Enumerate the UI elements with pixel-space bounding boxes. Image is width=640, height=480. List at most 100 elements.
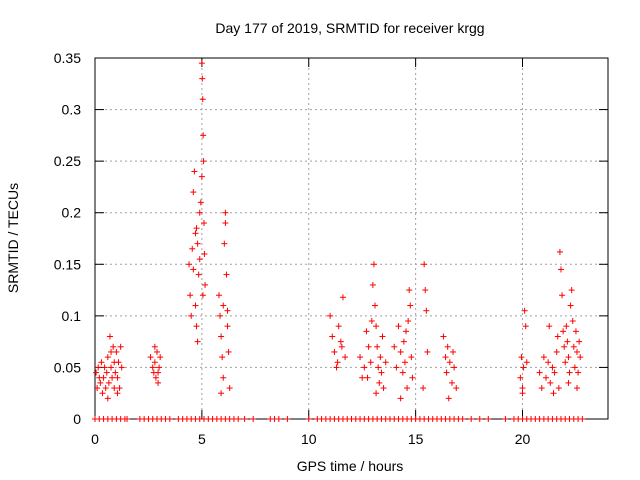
data-point — [191, 168, 198, 175]
data-point — [556, 248, 563, 255]
data-point — [235, 416, 242, 422]
data-point — [199, 96, 206, 103]
data-point — [113, 348, 120, 355]
data-point — [404, 385, 411, 392]
data-point — [329, 333, 336, 340]
data-point — [223, 271, 230, 278]
data-point — [217, 312, 224, 319]
data-point — [397, 348, 404, 355]
data-point — [118, 364, 125, 371]
axis-tick-labels: 0 0.05 0.1 0.15 0.2 0.25 0.3 0.35 0 5 10 15 20 — [54, 50, 531, 447]
data-point — [559, 292, 566, 299]
data-point — [250, 416, 257, 422]
data-point — [190, 266, 197, 273]
data-point — [222, 220, 229, 227]
data-point — [124, 416, 131, 422]
data-point — [560, 328, 567, 335]
data-point — [111, 359, 118, 366]
data-point — [339, 294, 346, 301]
data-point — [200, 158, 207, 165]
data-point — [193, 225, 200, 232]
data-point — [97, 379, 104, 386]
data-point — [106, 333, 113, 340]
y-tick-label: 0 — [73, 411, 81, 427]
data-point — [368, 318, 375, 325]
data-point — [192, 302, 199, 309]
data-point — [519, 385, 526, 392]
data-point — [570, 343, 577, 350]
data-point — [215, 292, 222, 299]
data-point — [93, 369, 100, 376]
data-point — [382, 359, 389, 366]
data-point — [108, 364, 115, 371]
data-point — [111, 385, 118, 392]
data-point — [397, 395, 404, 402]
data-point — [373, 323, 380, 330]
data-point — [149, 364, 156, 371]
data-point — [218, 390, 225, 397]
data-point — [502, 416, 509, 422]
data-point — [565, 379, 572, 386]
data-points — [92, 60, 586, 422]
data-point — [224, 307, 231, 314]
y-tick-label: 0.1 — [62, 308, 82, 324]
data-point — [108, 348, 115, 355]
data-point — [338, 343, 345, 350]
data-point — [567, 302, 574, 309]
data-point — [220, 302, 227, 309]
data-point — [331, 348, 338, 355]
data-point — [333, 364, 340, 371]
data-point — [152, 374, 159, 381]
x-tick-label: 10 — [301, 431, 317, 447]
data-point — [555, 385, 562, 392]
data-point — [103, 369, 110, 376]
x-axis-label: GPS time / hours — [297, 458, 404, 474]
data-point — [193, 323, 200, 330]
data-point — [100, 374, 107, 381]
data-point — [553, 348, 560, 355]
data-point — [446, 359, 453, 366]
data-point — [226, 385, 233, 392]
data-point — [105, 379, 112, 386]
data-point — [188, 312, 195, 319]
data-point — [551, 369, 558, 376]
data-point — [568, 287, 575, 294]
y-tick-label: 0.35 — [54, 50, 81, 66]
data-point — [98, 359, 105, 366]
data-point — [445, 395, 452, 402]
data-point — [220, 374, 227, 381]
data-point — [369, 281, 376, 288]
data-point — [566, 369, 573, 376]
data-point — [391, 343, 398, 350]
data-point — [485, 416, 492, 422]
data-point — [574, 385, 581, 392]
data-point — [196, 256, 203, 263]
data-point — [450, 348, 457, 355]
data-point — [518, 354, 525, 361]
data-point — [342, 354, 349, 361]
data-point — [335, 323, 342, 330]
data-point — [557, 266, 564, 273]
data-point — [114, 390, 121, 397]
data-point — [114, 374, 121, 381]
data-point — [373, 390, 380, 397]
data-point — [444, 343, 451, 350]
data-point — [536, 369, 543, 376]
axis-ticks — [94, 57, 608, 420]
x-tick-label: 20 — [515, 431, 531, 447]
data-point — [543, 374, 550, 381]
data-point — [334, 359, 341, 366]
data-point — [407, 302, 414, 309]
data-point — [572, 328, 579, 335]
data-point — [420, 385, 427, 392]
data-point — [102, 385, 109, 392]
data-point — [104, 354, 111, 361]
x-tick-label: 15 — [408, 431, 424, 447]
data-point — [519, 390, 526, 397]
data-point — [370, 261, 377, 268]
data-point — [403, 328, 410, 335]
data-point — [577, 354, 584, 361]
data-point — [224, 323, 231, 330]
data-point — [549, 364, 556, 371]
y-tick-label: 0.2 — [62, 205, 82, 221]
